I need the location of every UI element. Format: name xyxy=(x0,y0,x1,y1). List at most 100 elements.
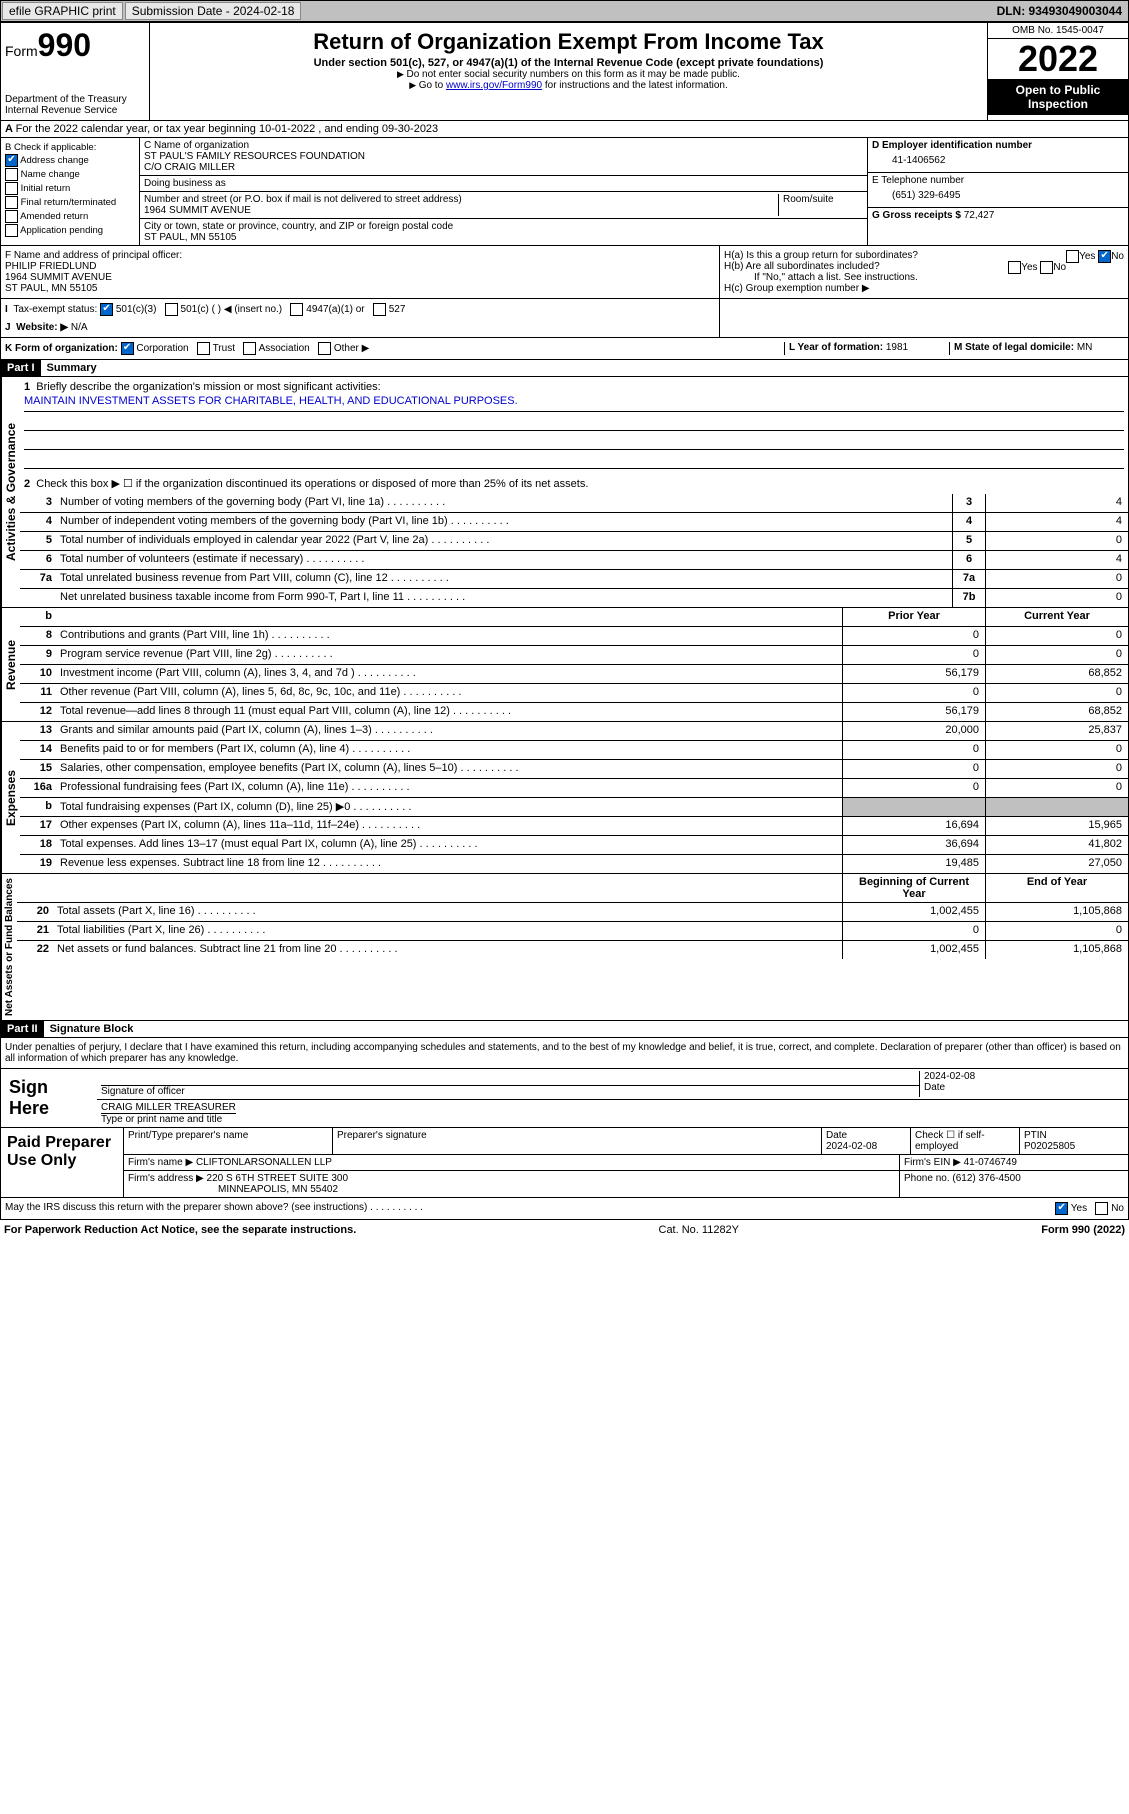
sign-here-label: Sign Here xyxy=(1,1069,97,1127)
ptin-value: P02025805 xyxy=(1024,1141,1075,1152)
self-employed-check[interactable]: Check ☐ if self-employed xyxy=(911,1128,1020,1154)
vlabel-revenue: Revenue xyxy=(1,608,20,721)
gross-label: G Gross receipts $ xyxy=(872,210,961,221)
hc-label: H(c) Group exemption number ▶ xyxy=(724,283,1124,294)
line-8: 8 Contributions and grants (Part VIII, l… xyxy=(20,627,1128,646)
line-15: 15 Salaries, other compensation, employe… xyxy=(20,760,1128,779)
form-subtitle: Under section 501(c), 527, or 4947(a)(1)… xyxy=(154,57,983,69)
firm-addr: 220 S 6TH STREET SUITE 300 xyxy=(207,1173,349,1184)
line-13: 13 Grants and similar amounts paid (Part… xyxy=(20,722,1128,741)
may-irs-row: May the IRS discuss this return with the… xyxy=(1,1197,1128,1219)
officer-sig-name: CRAIG MILLER TREASURER xyxy=(101,1102,236,1114)
org-co: C/O CRAIG MILLER xyxy=(144,162,863,173)
line-12: 12 Total revenue—add lines 8 through 11 … xyxy=(20,703,1128,721)
box-l: L Year of formation: 1981 xyxy=(784,342,949,355)
line-10: 10 Investment income (Part VIII, column … xyxy=(20,665,1128,684)
efile-button[interactable]: efile GRAPHIC print xyxy=(2,2,123,20)
chk-final-return[interactable]: Final return/terminated xyxy=(5,196,135,209)
street-value: 1964 SUMMIT AVENUE xyxy=(144,205,778,216)
line-6: 6 Total number of volunteers (estimate i… xyxy=(20,551,1128,570)
governance-block: Activities & Governance 1 Briefly descri… xyxy=(0,377,1129,608)
org-name: ST PAUL'S FAMILY RESOURCES FOUNDATION xyxy=(144,151,863,162)
firm-phone: (612) 376-4500 xyxy=(952,1173,1020,1184)
begin-year-hdr: Beginning of Current Year xyxy=(842,874,985,902)
irs-link[interactable]: www.irs.gov/Form990 xyxy=(446,80,542,91)
row-a-taxyear: A For the 2022 calendar year, or tax yea… xyxy=(0,121,1129,138)
officer-street: 1964 SUMMIT AVENUE xyxy=(5,272,715,283)
city-value: ST PAUL, MN 55105 xyxy=(144,232,863,243)
officer-city: ST PAUL, MN 55105 xyxy=(5,283,715,294)
line-3: 3 Number of voting members of the govern… xyxy=(20,494,1128,513)
form-title: Return of Organization Exempt From Incom… xyxy=(154,29,983,55)
part1-header: Part I Summary xyxy=(0,360,1129,377)
line-b: b Total fundraising expenses (Part IX, c… xyxy=(20,798,1128,817)
firm-city: MINNEAPOLIS, MN 55402 xyxy=(128,1184,338,1195)
page-footer: For Paperwork Reduction Act Notice, see … xyxy=(0,1220,1129,1240)
prior-year-hdr: Prior Year xyxy=(842,608,985,626)
section-bcdeg: B Check if applicable: ✔ Address change … xyxy=(0,138,1129,246)
form-header: Form990 Department of the Treasury Inter… xyxy=(0,22,1129,121)
top-bar: efile GRAPHIC print Submission Date - 20… xyxy=(0,0,1129,22)
omb-number: OMB No. 1545-0047 xyxy=(988,23,1128,39)
line-20: 20 Total assets (Part X, line 16) 1,002,… xyxy=(17,903,1128,922)
officer-label: F Name and address of principal officer: xyxy=(5,250,715,261)
firm-name: CLIFTONLARSONALLEN LLP xyxy=(196,1157,332,1168)
sig-date: 2024-02-08 xyxy=(924,1071,1124,1082)
revenue-block: Revenue b Prior Year Current Year 8 Cont… xyxy=(0,608,1129,722)
line-16a: 16a Professional fundraising fees (Part … xyxy=(20,779,1128,798)
irs-label: Internal Revenue Service xyxy=(5,105,145,116)
hb-label: H(b) Are all subordinates included? xyxy=(724,261,880,272)
section-fh: F Name and address of principal officer:… xyxy=(0,246,1129,299)
org-name-label: C Name of organization xyxy=(144,140,863,151)
vlabel-netassets: Net Assets or Fund Balances xyxy=(1,874,17,1020)
officer-sig-label: Type or print name and title xyxy=(101,1114,236,1125)
dba-label: Doing business as xyxy=(144,178,863,189)
mission-text: MAINTAIN INVESTMENT ASSETS FOR CHARITABL… xyxy=(24,393,1124,412)
chk-address-change[interactable]: ✔ Address change xyxy=(5,154,135,167)
ssn-note: Do not enter social security numbers on … xyxy=(154,69,983,80)
phone-value: (651) 329-6495 xyxy=(872,186,1124,205)
open-inspection: Open to Public Inspection xyxy=(988,79,1128,115)
chk-amended[interactable]: Amended return xyxy=(5,210,135,223)
footer-left: For Paperwork Reduction Act Notice, see … xyxy=(4,1224,356,1236)
line-21: 21 Total liabilities (Part X, line 26) 0… xyxy=(17,922,1128,941)
box-c: C Name of organization ST PAUL'S FAMILY … xyxy=(140,138,867,245)
box-j: J Website: ▶ N/A xyxy=(5,322,715,333)
chk-initial-return[interactable]: Initial return xyxy=(5,182,135,195)
street-label: Number and street (or P.O. box if mail i… xyxy=(144,194,778,205)
form-number: Form990 xyxy=(5,27,145,64)
room-label: Room/suite xyxy=(778,194,863,216)
line-18: 18 Total expenses. Add lines 13–17 (must… xyxy=(20,836,1128,855)
line-14: 14 Benefits paid to or for members (Part… xyxy=(20,741,1128,760)
signature-block: Under penalties of perjury, I declare th… xyxy=(0,1038,1129,1220)
city-label: City or town, state or province, country… xyxy=(144,221,863,232)
footer-right: Form 990 (2022) xyxy=(1041,1224,1125,1236)
part2-header: Part II Signature Block xyxy=(0,1021,1129,1038)
line-5: 5 Total number of individuals employed i… xyxy=(20,532,1128,551)
goto-note: Go to www.irs.gov/Form990 for instructio… xyxy=(154,80,983,91)
section-klm: K Form of organization: ✔ Corporation Tr… xyxy=(0,338,1129,360)
chk-name-change[interactable]: Name change xyxy=(5,168,135,181)
line-7a: 7a Total unrelated business revenue from… xyxy=(20,570,1128,589)
sig-officer-label: Signature of officer xyxy=(101,1086,919,1097)
tax-year: 2022 xyxy=(988,39,1128,79)
dept-label: Department of the Treasury xyxy=(5,94,145,105)
line-9: 9 Program service revenue (Part VIII, li… xyxy=(20,646,1128,665)
line-19: 19 Revenue less expenses. Subtract line … xyxy=(20,855,1128,873)
prep-name-label: Print/Type preparer's name xyxy=(124,1128,333,1154)
officer-name: PHILIP FRIEDLUND xyxy=(5,261,715,272)
perjury-text: Under penalties of perjury, I declare th… xyxy=(1,1038,1128,1068)
section-ij: I Tax-exempt status: ✔ 501(c)(3) 501(c) … xyxy=(0,299,1129,338)
paid-label: Paid Preparer Use Only xyxy=(1,1128,124,1197)
netassets-block: Net Assets or Fund Balances Beginning of… xyxy=(0,874,1129,1021)
box-b-title: B Check if applicable: xyxy=(5,142,135,153)
firm-ein: 41-0746749 xyxy=(964,1157,1017,1168)
date-label: Date xyxy=(924,1082,1124,1093)
vlabel-expenses: Expenses xyxy=(1,722,20,873)
gross-value: 72,427 xyxy=(964,210,995,221)
current-year-hdr: Current Year xyxy=(985,608,1128,626)
expenses-block: Expenses 13 Grants and similar amounts p… xyxy=(0,722,1129,874)
q2-label: Check this box ▶ ☐ if the organization d… xyxy=(36,478,588,490)
chk-application[interactable]: Application pending xyxy=(5,224,135,237)
q1-label: Briefly describe the organization's miss… xyxy=(36,381,380,393)
